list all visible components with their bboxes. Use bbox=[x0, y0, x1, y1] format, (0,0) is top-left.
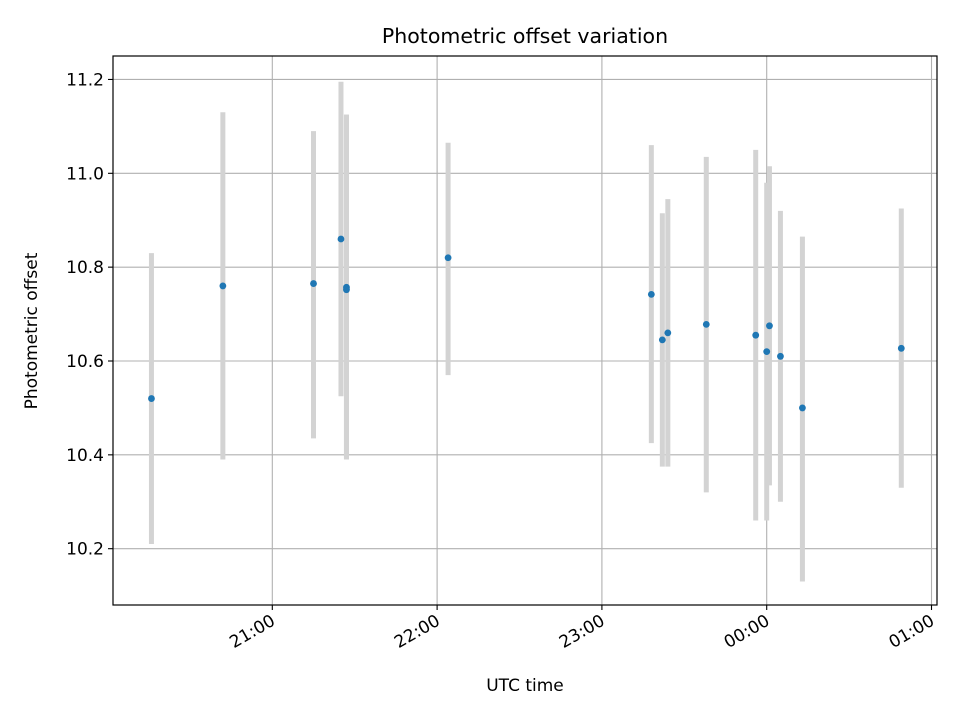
data-point bbox=[658, 336, 666, 344]
data-point bbox=[702, 321, 710, 328]
data-point bbox=[752, 331, 760, 339]
data-point bbox=[897, 344, 905, 352]
y-tick-label: 10.2 bbox=[66, 540, 104, 560]
data-point bbox=[444, 254, 452, 262]
plot-frame bbox=[112, 55, 938, 606]
data-point bbox=[664, 329, 672, 337]
y-tick-label: 10.8 bbox=[66, 258, 104, 278]
data-point bbox=[799, 404, 806, 412]
data-point bbox=[148, 395, 155, 402]
y-tick-label: 10.6 bbox=[66, 352, 104, 372]
y-tick-label: 11.0 bbox=[66, 164, 104, 184]
data-point bbox=[343, 286, 350, 294]
data-point bbox=[337, 235, 345, 243]
data-point bbox=[219, 282, 227, 290]
y-tick-label: 11.2 bbox=[66, 70, 104, 90]
y-tick-label: 10.4 bbox=[66, 446, 104, 466]
data-markers bbox=[148, 235, 905, 412]
data-point bbox=[777, 352, 784, 360]
data-point bbox=[763, 348, 771, 356]
data-point bbox=[766, 322, 773, 330]
data-point bbox=[310, 280, 317, 287]
chart-title: Photometric offset variation bbox=[382, 24, 668, 48]
x-axis-title: UTC time bbox=[486, 676, 564, 696]
y-axis-title: Photometric offset bbox=[22, 252, 42, 409]
data-point bbox=[647, 290, 655, 298]
